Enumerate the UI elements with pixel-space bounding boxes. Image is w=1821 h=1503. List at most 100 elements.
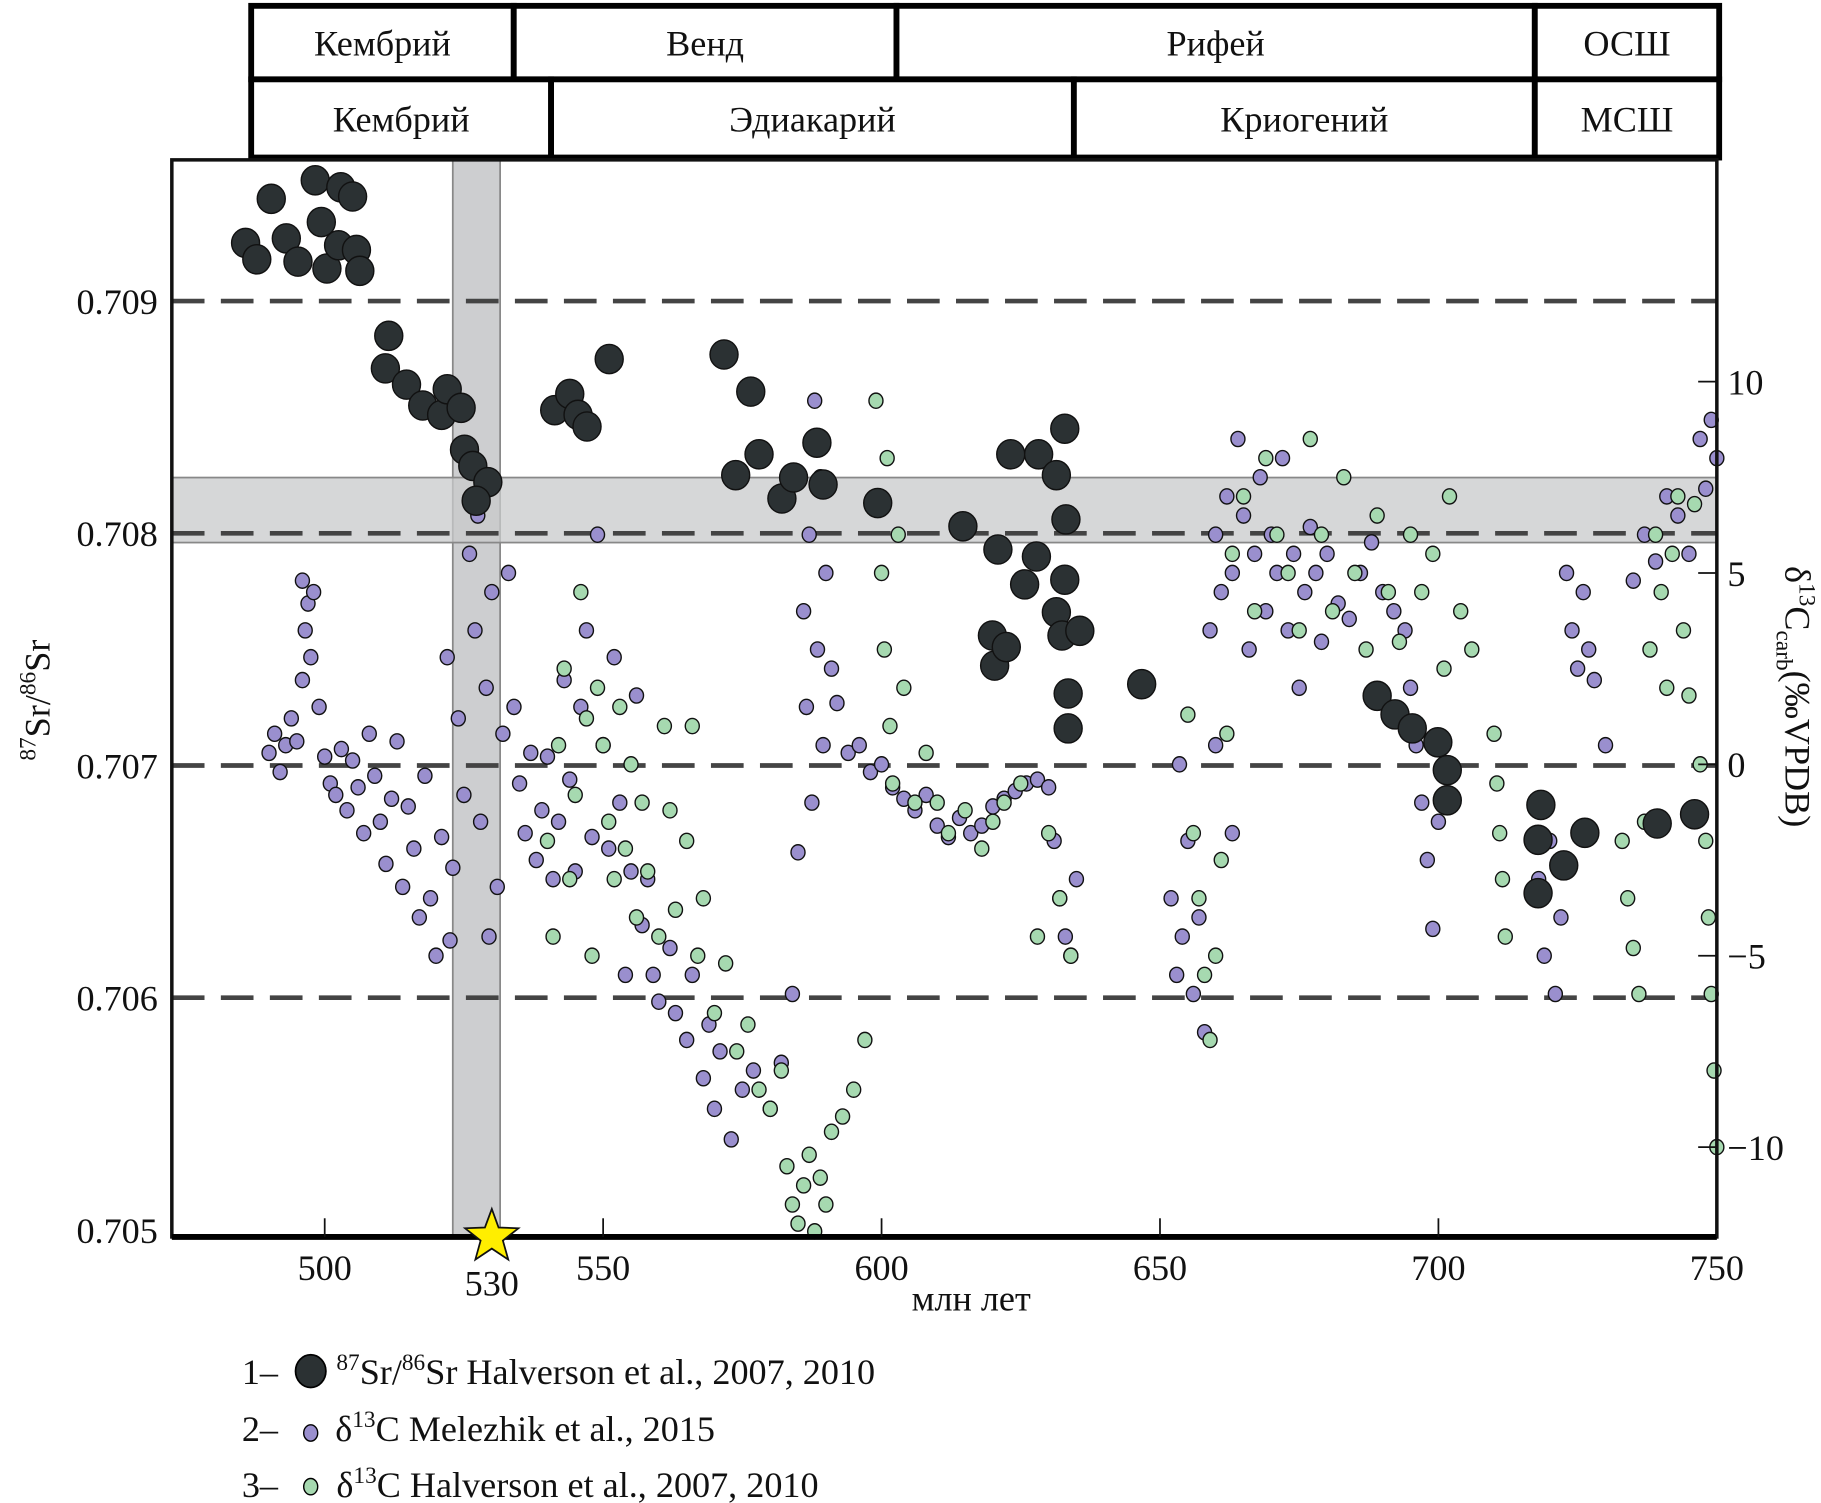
melezhik-point [1029, 771, 1046, 788]
legend-marker-sr [294, 1353, 327, 1389]
halverson-c-point [1614, 832, 1630, 850]
sr-point [374, 320, 404, 352]
halverson-c-point [1269, 526, 1285, 543]
sr-point [948, 510, 978, 542]
halverson-c-point [1453, 602, 1469, 620]
halverson-c-point [1625, 939, 1641, 957]
melezhik-point [478, 679, 494, 697]
halverson-c-point [1414, 583, 1430, 601]
halverson-c-point [1391, 633, 1408, 651]
legend-item-sr: 1– 87Sr/86Sr Halverson et al., 2007, 201… [242, 1350, 875, 1392]
sr-point [1051, 504, 1081, 535]
melezhik-point [367, 767, 383, 785]
halverson-c-point [876, 641, 893, 658]
halverson-c-point [1191, 890, 1207, 907]
sr-point [1053, 713, 1083, 744]
halverson-c-point [1029, 928, 1046, 945]
series-sr [230, 165, 1710, 909]
halverson-c-point [1358, 641, 1374, 658]
melezhik-point [823, 660, 840, 677]
halverson-c-point [667, 901, 684, 919]
melezhik-point [1564, 622, 1580, 639]
melezhik-point [1230, 430, 1246, 448]
melezhik-point [428, 947, 444, 964]
halverson-c-point [662, 802, 678, 819]
y-tick-label-right: −5 [1727, 937, 1765, 977]
melezhik-point [1313, 633, 1330, 651]
melezhik-point [411, 909, 428, 926]
header-cell [1531, 2, 1723, 83]
sr-point [391, 369, 422, 400]
halverson-c-point [601, 813, 617, 831]
melezhik-point [1285, 545, 1302, 563]
melezhik-point [798, 698, 815, 716]
sr-point [1053, 678, 1083, 709]
sr-point [991, 631, 1022, 663]
y-tick-label-left: 0.705 [76, 1211, 157, 1251]
melezhik-point [461, 545, 478, 563]
melezhik-point [1402, 679, 1419, 697]
x-tick-label: 500 [298, 1248, 352, 1288]
sr-point [1526, 789, 1556, 821]
sr-point [1679, 798, 1710, 830]
halverson-c-point [1063, 947, 1079, 964]
sr-point [461, 485, 491, 517]
melezhik-point [1681, 545, 1697, 563]
melezhik-point [840, 744, 856, 762]
melezhik-point [333, 740, 350, 758]
melezhik-point [809, 641, 826, 658]
halverson-c-point [623, 756, 639, 773]
sr-point [720, 459, 751, 491]
halverson-c-point [740, 1016, 756, 1033]
halverson-c-point [1185, 824, 1202, 842]
halverson-c-point [823, 1123, 840, 1141]
halverson-c-point [628, 909, 645, 926]
melezhik-point [734, 1081, 751, 1098]
halverson-c-point [879, 449, 895, 467]
header-label: Кембрий [314, 23, 451, 63]
melezhik-point [1386, 602, 1402, 620]
halverson-c-point [1647, 526, 1664, 543]
x-tick-label: 650 [1133, 1248, 1187, 1288]
halverson-c-point [1698, 832, 1714, 850]
header-label: Криогений [1220, 99, 1388, 139]
melezhik-point [1185, 985, 1202, 1003]
melezhik-point [645, 966, 661, 984]
melezhik-point [851, 736, 867, 754]
period-header: Кембрий Венд Рифей ОСШ Кембрий Эдиакарий Криог… [248, 2, 1723, 161]
melezhik-point [422, 890, 439, 907]
melezhik-point [606, 648, 622, 666]
melezhik-point [372, 813, 389, 831]
melezhik-point [1168, 966, 1185, 984]
halverson-c-point [640, 863, 656, 880]
sr-point [1549, 850, 1579, 881]
sr-point [594, 343, 624, 375]
y-tick-label-left: 0.709 [76, 282, 157, 322]
melezhik-point [266, 725, 283, 743]
melezhik-point [1575, 583, 1591, 601]
sr-point [808, 469, 838, 500]
halverson-c-point [729, 1043, 745, 1060]
melezhik-point [695, 1069, 712, 1087]
halverson-c-point [812, 1169, 828, 1186]
halverson-c-point [985, 813, 1001, 831]
halverson-c-point [617, 840, 634, 857]
legend: 1– 87Sr/86Sr Halverson et al., 2007, 201… [242, 1350, 875, 1503]
melezhik-point [450, 710, 467, 727]
melezhik-point [456, 786, 472, 804]
halverson-c-point [695, 890, 712, 907]
x-highlight-label: 530 [465, 1263, 519, 1303]
halverson-c-point [1202, 1031, 1218, 1049]
melezhik-point [305, 583, 322, 601]
melezhik-point [1252, 468, 1268, 486]
halverson-c-point [1497, 928, 1513, 945]
melezhik-point [1163, 890, 1179, 907]
y-tick-label-right: −10 [1727, 1128, 1784, 1168]
halverson-c-point [1180, 706, 1196, 723]
halverson-c-point [884, 775, 901, 792]
melezhik-point [339, 802, 355, 819]
melezhik-point [1171, 756, 1188, 773]
melezhik-point [1302, 518, 1318, 536]
melezhik-point [1414, 794, 1430, 811]
halverson-c-point [790, 1215, 806, 1232]
